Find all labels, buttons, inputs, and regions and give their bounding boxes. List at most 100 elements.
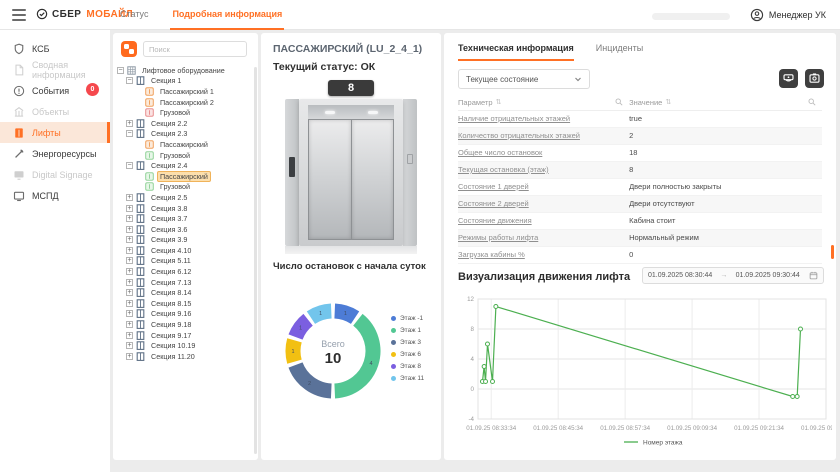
- tree-node-label[interactable]: Секция 10.19: [151, 341, 196, 351]
- tab-detailed-info[interactable]: Подробная информация: [170, 0, 285, 30]
- parameter-link[interactable]: Загрузка кабины %: [458, 250, 525, 259]
- sidebar-item-энергоресурсы[interactable]: Энергоресурсы: [0, 143, 110, 164]
- tree-node[interactable]: − Секция 2.4: [113, 160, 252, 171]
- tree-scrollbar[interactable]: [254, 67, 257, 454]
- sidebar-item-объекты[interactable]: Объекты: [0, 101, 110, 122]
- sort-icon[interactable]: ⇅: [495, 99, 502, 107]
- tree-node-label[interactable]: Секция 8.14: [151, 288, 192, 298]
- tree-node-label[interactable]: Секция 2.2: [151, 118, 188, 128]
- tree-node[interactable]: + Секция 8.15: [113, 298, 252, 309]
- tree-node[interactable]: + Секция 4.10: [113, 245, 252, 256]
- parameter-link[interactable]: Текущая остановка (этаж): [458, 165, 549, 174]
- expand-icon[interactable]: +: [126, 257, 133, 265]
- tree-node-label[interactable]: Лифтовое оборудование: [142, 65, 225, 75]
- expand-icon[interactable]: +: [126, 289, 133, 297]
- tree-node-label[interactable]: Секция 3.9: [151, 235, 188, 245]
- expand-icon[interactable]: +: [126, 246, 133, 254]
- tree-node[interactable]: Грузовой: [113, 107, 252, 118]
- tree-node[interactable]: + Секция 9.18: [113, 319, 252, 330]
- tree-node-label[interactable]: Секция 2.3: [151, 129, 188, 139]
- tree-node-label[interactable]: Грузовой: [160, 182, 190, 192]
- expand-icon[interactable]: +: [126, 236, 133, 244]
- tab-technical-info[interactable]: Техническая информация: [458, 43, 574, 61]
- app-grid-icon[interactable]: [121, 41, 137, 57]
- tree-node[interactable]: − Секция 2.3: [113, 129, 252, 140]
- sidebar-item-ксб[interactable]: КСБ: [0, 38, 110, 59]
- tree-node-label[interactable]: Грузовой: [160, 150, 190, 160]
- snapshot-camera-button[interactable]: [805, 69, 824, 88]
- column-header-parameter[interactable]: Параметр ⇅: [458, 95, 630, 111]
- tree-node[interactable]: + Секция 5.11: [113, 256, 252, 267]
- parameter-link[interactable]: Общее число остановок: [458, 148, 543, 157]
- user-menu[interactable]: Менеджер УК: [750, 0, 826, 30]
- tab-incidents[interactable]: Инциденты: [595, 43, 644, 53]
- hamburger-icon[interactable]: [12, 9, 26, 21]
- expand-icon[interactable]: +: [126, 342, 133, 350]
- tree-node-label[interactable]: Пассажирский: [157, 170, 211, 182]
- tree-node[interactable]: Грузовой: [113, 182, 252, 193]
- tree-node-label[interactable]: Секция 3.8: [151, 203, 188, 213]
- tree-node-label[interactable]: Секция 9.18: [151, 320, 192, 330]
- tree-node-label[interactable]: Секция 9.17: [151, 330, 192, 340]
- search-icon[interactable]: [808, 98, 816, 106]
- tree-node-label[interactable]: Секция 4.10: [151, 245, 192, 255]
- tree-node[interactable]: + Секция 6.12: [113, 266, 252, 277]
- tree-node[interactable]: + Секция 3.9: [113, 235, 252, 246]
- expand-icon[interactable]: +: [126, 225, 133, 233]
- tree-node[interactable]: − Лифтовое оборудование: [113, 65, 252, 76]
- sidebar-item-digital-signage[interactable]: Digital Signage: [0, 164, 110, 185]
- cctv-camera-button[interactable]: [779, 69, 798, 88]
- tree-node-label[interactable]: Пассажирский: [160, 139, 208, 149]
- tree-node[interactable]: + Секция 11.20: [113, 351, 252, 362]
- tree-node-label[interactable]: Секция 3.7: [151, 214, 188, 224]
- tree-node-label[interactable]: Секция 2.4: [151, 161, 188, 171]
- parameter-link[interactable]: Состояние 2 дверей: [458, 199, 529, 208]
- tree-node[interactable]: Грузовой: [113, 150, 252, 161]
- tree-node[interactable]: + Секция 2.5: [113, 192, 252, 203]
- expand-icon[interactable]: +: [126, 278, 133, 286]
- tree-node[interactable]: + Секция 3.6: [113, 224, 252, 235]
- expand-icon[interactable]: +: [126, 321, 133, 329]
- tree-node-label[interactable]: Секция 3.6: [151, 224, 188, 234]
- tree-node-label[interactable]: Секция 5.11: [151, 256, 191, 266]
- search-icon[interactable]: [615, 98, 623, 106]
- expand-icon[interactable]: +: [126, 331, 133, 339]
- tree-node[interactable]: + Секция 3.8: [113, 203, 252, 214]
- expand-icon[interactable]: +: [126, 352, 133, 360]
- state-select[interactable]: Текущее состояние: [458, 69, 590, 89]
- tree-node-label[interactable]: Секция 11.20: [151, 351, 195, 361]
- sidebar-item-мспд[interactable]: МСПД: [0, 185, 110, 206]
- parameter-link[interactable]: Состояние 1 дверей: [458, 182, 529, 191]
- tree-node-label[interactable]: Пассажирский 2: [160, 97, 214, 107]
- tree-node[interactable]: + Секция 9.17: [113, 330, 252, 341]
- tree-node[interactable]: + Секция 10.19: [113, 340, 252, 351]
- tree-search-input[interactable]: [143, 41, 247, 57]
- expand-icon[interactable]: +: [126, 204, 133, 212]
- collapse-icon[interactable]: −: [126, 130, 133, 138]
- tree-node[interactable]: + Секция 3.7: [113, 213, 252, 224]
- tab-status[interactable]: Статус: [120, 9, 149, 19]
- expand-icon[interactable]: +: [126, 119, 133, 127]
- tree-node[interactable]: Пассажирский 2: [113, 97, 252, 108]
- tree-node-label[interactable]: Секция 8.15: [151, 298, 192, 308]
- parameter-link[interactable]: Режимы работы лифта: [458, 233, 539, 242]
- parameter-link[interactable]: Наличие отрицательных этажей: [458, 114, 571, 123]
- tree-node[interactable]: Пассажирский: [113, 170, 252, 182]
- table-scrollbar[interactable]: [831, 245, 834, 259]
- sidebar-item-события[interactable]: События 0: [0, 80, 110, 101]
- expand-icon[interactable]: +: [126, 193, 133, 201]
- tree-node[interactable]: − Секция 1: [113, 76, 252, 87]
- tree-node-label[interactable]: Секция 2.5: [151, 192, 188, 202]
- parameter-link[interactable]: Количество отрицательных этажей: [458, 131, 580, 140]
- tree-node[interactable]: Пассажирский 1: [113, 86, 252, 97]
- tree-node-label[interactable]: Пассажирский 1: [160, 86, 214, 96]
- tree-node[interactable]: + Секция 9.16: [113, 309, 252, 320]
- tree-node-label[interactable]: Секция 7.13: [151, 277, 192, 287]
- expand-icon[interactable]: +: [126, 268, 133, 276]
- column-header-value[interactable]: Значение ⇅: [629, 95, 822, 111]
- sidebar-item-сводная-информация[interactable]: Сводная информация: [0, 59, 110, 80]
- tree-node-label[interactable]: Секция 1: [151, 76, 182, 86]
- tree-node[interactable]: Пассажирский: [113, 139, 252, 150]
- expand-icon[interactable]: +: [126, 215, 133, 223]
- date-range-picker[interactable]: 01.09.2025 08:30:44 → 01.09.2025 09:30:4…: [642, 267, 824, 284]
